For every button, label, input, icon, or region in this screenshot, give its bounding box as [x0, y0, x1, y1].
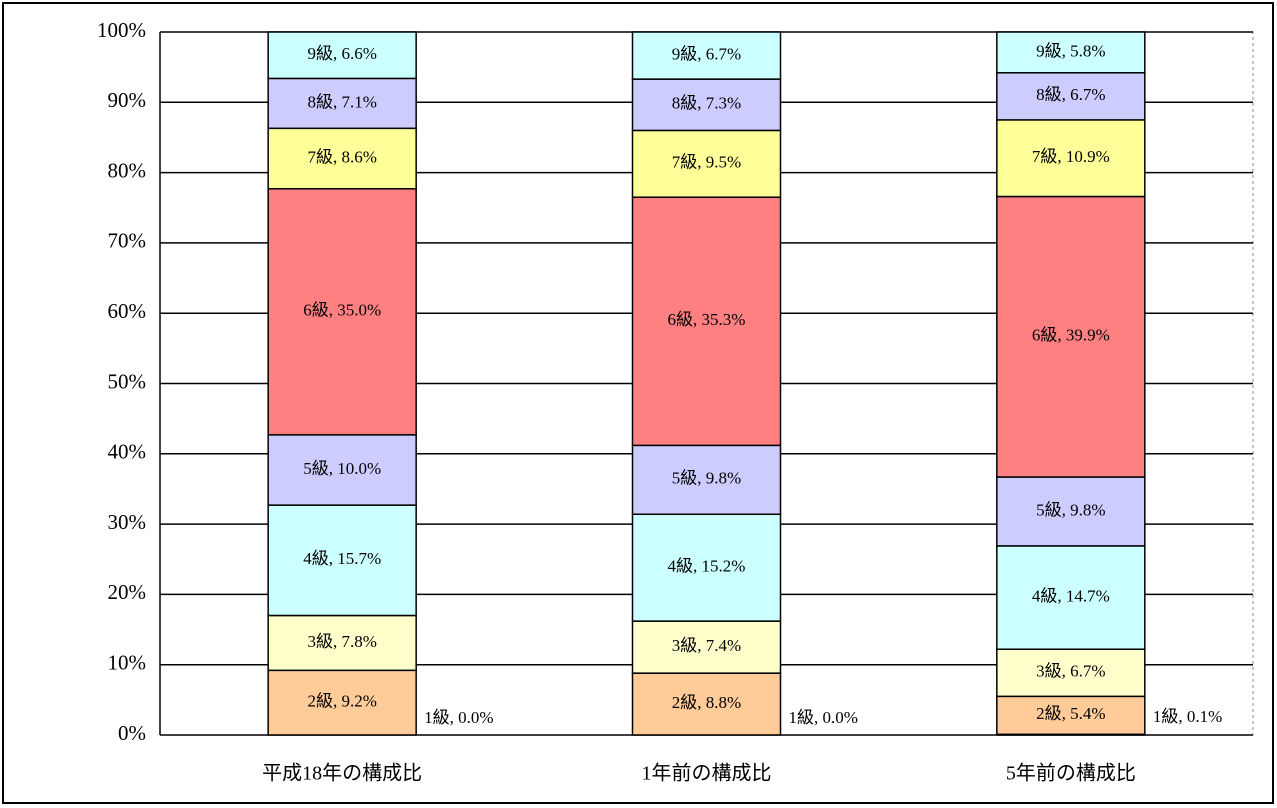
bar-segment	[631, 31, 782, 80]
bar-segment	[631, 513, 782, 622]
data-label: 1級, 0.0%	[789, 708, 858, 727]
bar-segment	[267, 614, 417, 672]
data-label: 3級, 6.7%	[1036, 662, 1105, 681]
data-label: 2級, 5.4%	[1036, 704, 1105, 723]
data-label: 2級, 8.8%	[672, 693, 741, 712]
data-label: 5級, 9.8%	[672, 469, 741, 488]
data-label: 5級, 9.8%	[1036, 500, 1105, 519]
bar-segment	[631, 672, 782, 736]
y-tick-label: 80%	[108, 158, 147, 182]
y-tick-label: 60%	[108, 299, 147, 323]
bar-segment	[996, 545, 1146, 650]
bar-segment	[267, 31, 417, 80]
data-label: 3級, 7.8%	[307, 632, 376, 651]
data-label: 7級, 10.9%	[1032, 147, 1110, 166]
x-tick-label: 5年前の構成比	[1006, 762, 1136, 785]
y-tick-label: 20%	[108, 580, 147, 604]
bar-segment	[996, 476, 1146, 547]
bar-segment	[631, 196, 782, 447]
y-tick-label: 90%	[108, 88, 147, 112]
data-label: 8級, 6.7%	[1036, 85, 1105, 104]
y-tick-label: 100%	[97, 18, 146, 42]
data-label: 6級, 35.0%	[303, 301, 381, 320]
bar-segment	[267, 127, 417, 190]
data-label: 8級, 7.3%	[672, 94, 741, 113]
y-tick-label: 50%	[108, 369, 147, 393]
y-tick-label: 10%	[108, 651, 147, 675]
data-label: 7級, 8.6%	[307, 147, 376, 166]
y-tick-label: 70%	[108, 229, 147, 253]
data-label: 9級, 6.6%	[307, 44, 376, 63]
data-label: 6級, 35.3%	[668, 310, 746, 329]
data-label: 6級, 39.9%	[1032, 326, 1110, 345]
bar-segment	[631, 129, 782, 198]
data-label: 4級, 15.2%	[668, 557, 746, 576]
bar-segment	[631, 78, 782, 132]
bar-segment	[267, 188, 417, 436]
bar-segment	[267, 77, 417, 130]
data-label: 3級, 7.4%	[672, 636, 741, 655]
data-label: 7級, 9.5%	[672, 153, 741, 172]
data-label: 4級, 15.7%	[303, 549, 381, 568]
x-tick-label: 平成18年の構成比	[262, 762, 422, 785]
y-tick-label: 30%	[108, 510, 147, 534]
data-label: 9級, 6.7%	[672, 44, 741, 63]
y-tick-label: 0%	[118, 721, 146, 745]
data-label: 1級, 0.1%	[1153, 707, 1222, 726]
data-label: 8級, 7.1%	[307, 92, 376, 111]
bar-segment	[996, 31, 1146, 74]
bar-segment	[996, 648, 1146, 698]
x-tick-label: 1年前の構成比	[642, 762, 772, 785]
bar-segment	[267, 504, 417, 617]
data-label: 2級, 9.2%	[307, 692, 376, 711]
data-label: 4級, 14.7%	[1032, 586, 1110, 605]
data-label: 1級, 0.0%	[424, 708, 493, 727]
data-label: 9級, 5.8%	[1036, 41, 1105, 60]
bar-segment	[996, 72, 1146, 121]
y-tick-label: 40%	[108, 440, 147, 464]
data-label: 5級, 10.0%	[303, 459, 381, 478]
bar-segment	[267, 434, 417, 506]
bar-segment	[267, 669, 417, 736]
bar-segment	[631, 444, 782, 516]
bar-segment	[996, 119, 1146, 198]
